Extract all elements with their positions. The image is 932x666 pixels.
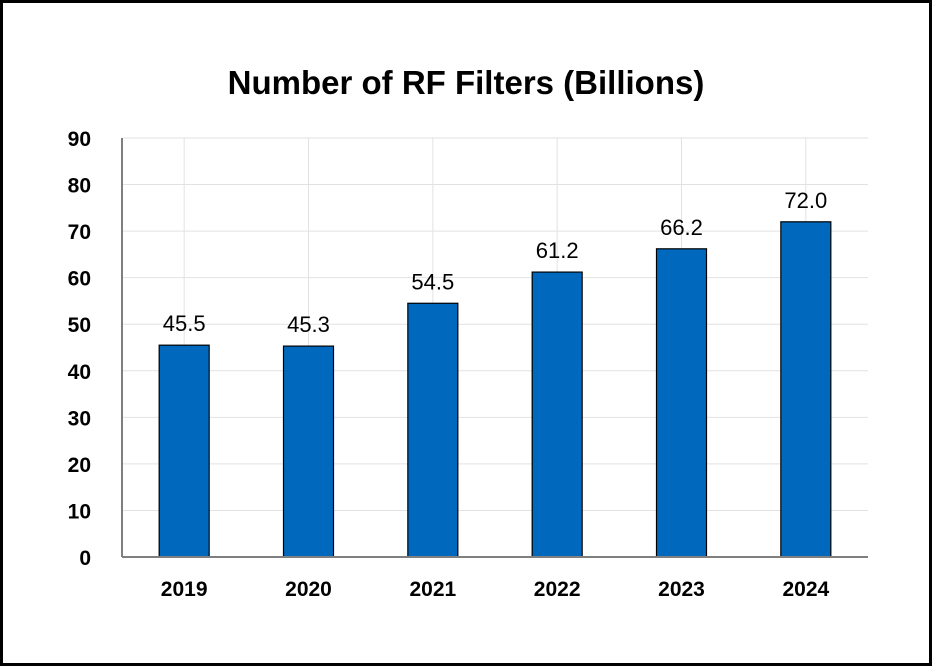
data-label-2019: 45.5 [163,311,206,336]
y-tick-label: 90 [68,128,91,151]
bar-2022 [531,271,583,558]
data-label-2020: 45.3 [287,312,330,337]
x-tick-label-2024: 2024 [782,578,829,601]
x-tick-labels: 2019 2020 2021 2022 2023 2024 [161,578,830,601]
y-tick-label: 20 [68,454,91,477]
y-tick-label: 30 [68,407,91,430]
bar-2024 [780,221,832,558]
bar-2023 [655,248,708,558]
bars [158,221,832,558]
bar-2019 [158,344,210,558]
x-tick-label-2022: 2022 [534,578,581,601]
bar-2020 [282,345,335,558]
y-tick-label: 40 [68,361,91,384]
y-tick-label: 60 [68,268,91,291]
y-tick-label: 0 [79,547,91,570]
data-label-2022: 61.2 [536,238,579,263]
data-label-2024: 72.0 [784,188,827,213]
x-tick-label-2019: 2019 [161,578,208,601]
x-tick-label-2023: 2023 [658,578,705,601]
grid-lines [122,137,868,557]
chart-title: Number of RF Filters (Billions) [228,64,705,101]
data-labels: 45.5 45.3 54.5 61.2 66.2 72.0 [163,188,827,337]
y-tick-label: 70 [68,221,91,244]
x-tick-label-2020: 2020 [285,578,332,601]
y-tick-label: 10 [68,500,91,523]
axes [121,138,868,558]
x-tick-label-2021: 2021 [409,578,456,601]
y-tick-label: 50 [68,314,91,337]
data-label-2023: 66.2 [660,215,703,240]
bar-2021 [407,302,459,558]
y-tick-labels: 0 10 20 30 40 50 60 70 80 90 [68,128,91,570]
data-label-2021: 54.5 [411,269,454,294]
y-tick-label: 80 [68,175,91,198]
